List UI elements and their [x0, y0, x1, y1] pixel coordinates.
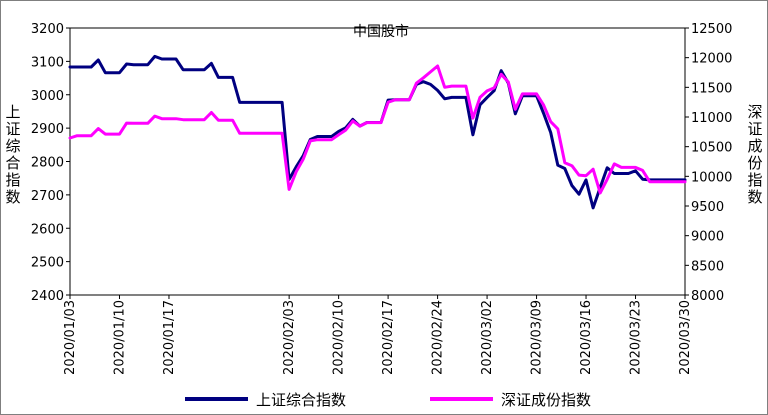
- y2-tick-label: 8000: [691, 289, 724, 304]
- x-tick-label: 2020/02/24: [431, 300, 446, 375]
- y2-tick-label: 10500: [691, 141, 732, 156]
- legend-label-2: 深证成份指数: [501, 391, 591, 409]
- x-tick-label: 2020/01/17: [162, 300, 177, 375]
- x-tick-label: 2020/03/09: [530, 300, 545, 375]
- x-tick-label: 2020/02/17: [381, 300, 396, 375]
- series-line-1: [68, 54, 687, 210]
- y-tick-label: 3200: [31, 22, 64, 37]
- series-line-2: [68, 64, 687, 195]
- y-tick-label: 2600: [31, 222, 64, 237]
- legend-label-1: 上证综合指数: [256, 391, 346, 409]
- x-tick-label: 2020/03/30: [678, 300, 693, 375]
- y-tick-label: 3100: [31, 55, 64, 70]
- x-tick-label: 2020/03/23: [629, 300, 644, 375]
- plot-area: [69, 27, 686, 296]
- y-tick-label: 2700: [31, 189, 64, 204]
- x-tick-label: 2020/01/10: [112, 300, 127, 375]
- chart-title: 中国股市: [353, 23, 409, 40]
- legend: 上证综合指数 深证成份指数: [185, 391, 591, 409]
- y2-tick-label: 10000: [691, 170, 732, 185]
- y2-axis-label: 深证成份指数: [747, 103, 762, 206]
- x-tick-label: 2020/03/16: [579, 300, 594, 375]
- y-tick-label: 2500: [31, 256, 64, 271]
- y2-tick-label: 9000: [691, 230, 724, 245]
- y2-tick-label: 11500: [691, 81, 732, 96]
- x-tick-label: 2020/03/02: [480, 300, 495, 375]
- y2-tick-label: 8500: [691, 259, 724, 274]
- y2-tick-label: 12000: [691, 52, 732, 67]
- y-tick-label: 2800: [31, 156, 64, 171]
- y-tick-label: 3000: [31, 89, 64, 104]
- x-tick-label: 2020/02/03: [282, 300, 297, 375]
- x-tick-label: 2020/02/10: [332, 300, 347, 375]
- y2-tick-label: 12500: [691, 22, 732, 37]
- y2-tick-label: 9500: [691, 200, 724, 215]
- x-tick-label: 2020/01/03: [63, 300, 78, 375]
- y-tick-label: 2900: [31, 122, 64, 137]
- y-axis-label: 上证综合指数: [5, 103, 20, 206]
- y-tick-label: 2400: [31, 289, 64, 304]
- y2-tick-label: 11000: [691, 111, 732, 126]
